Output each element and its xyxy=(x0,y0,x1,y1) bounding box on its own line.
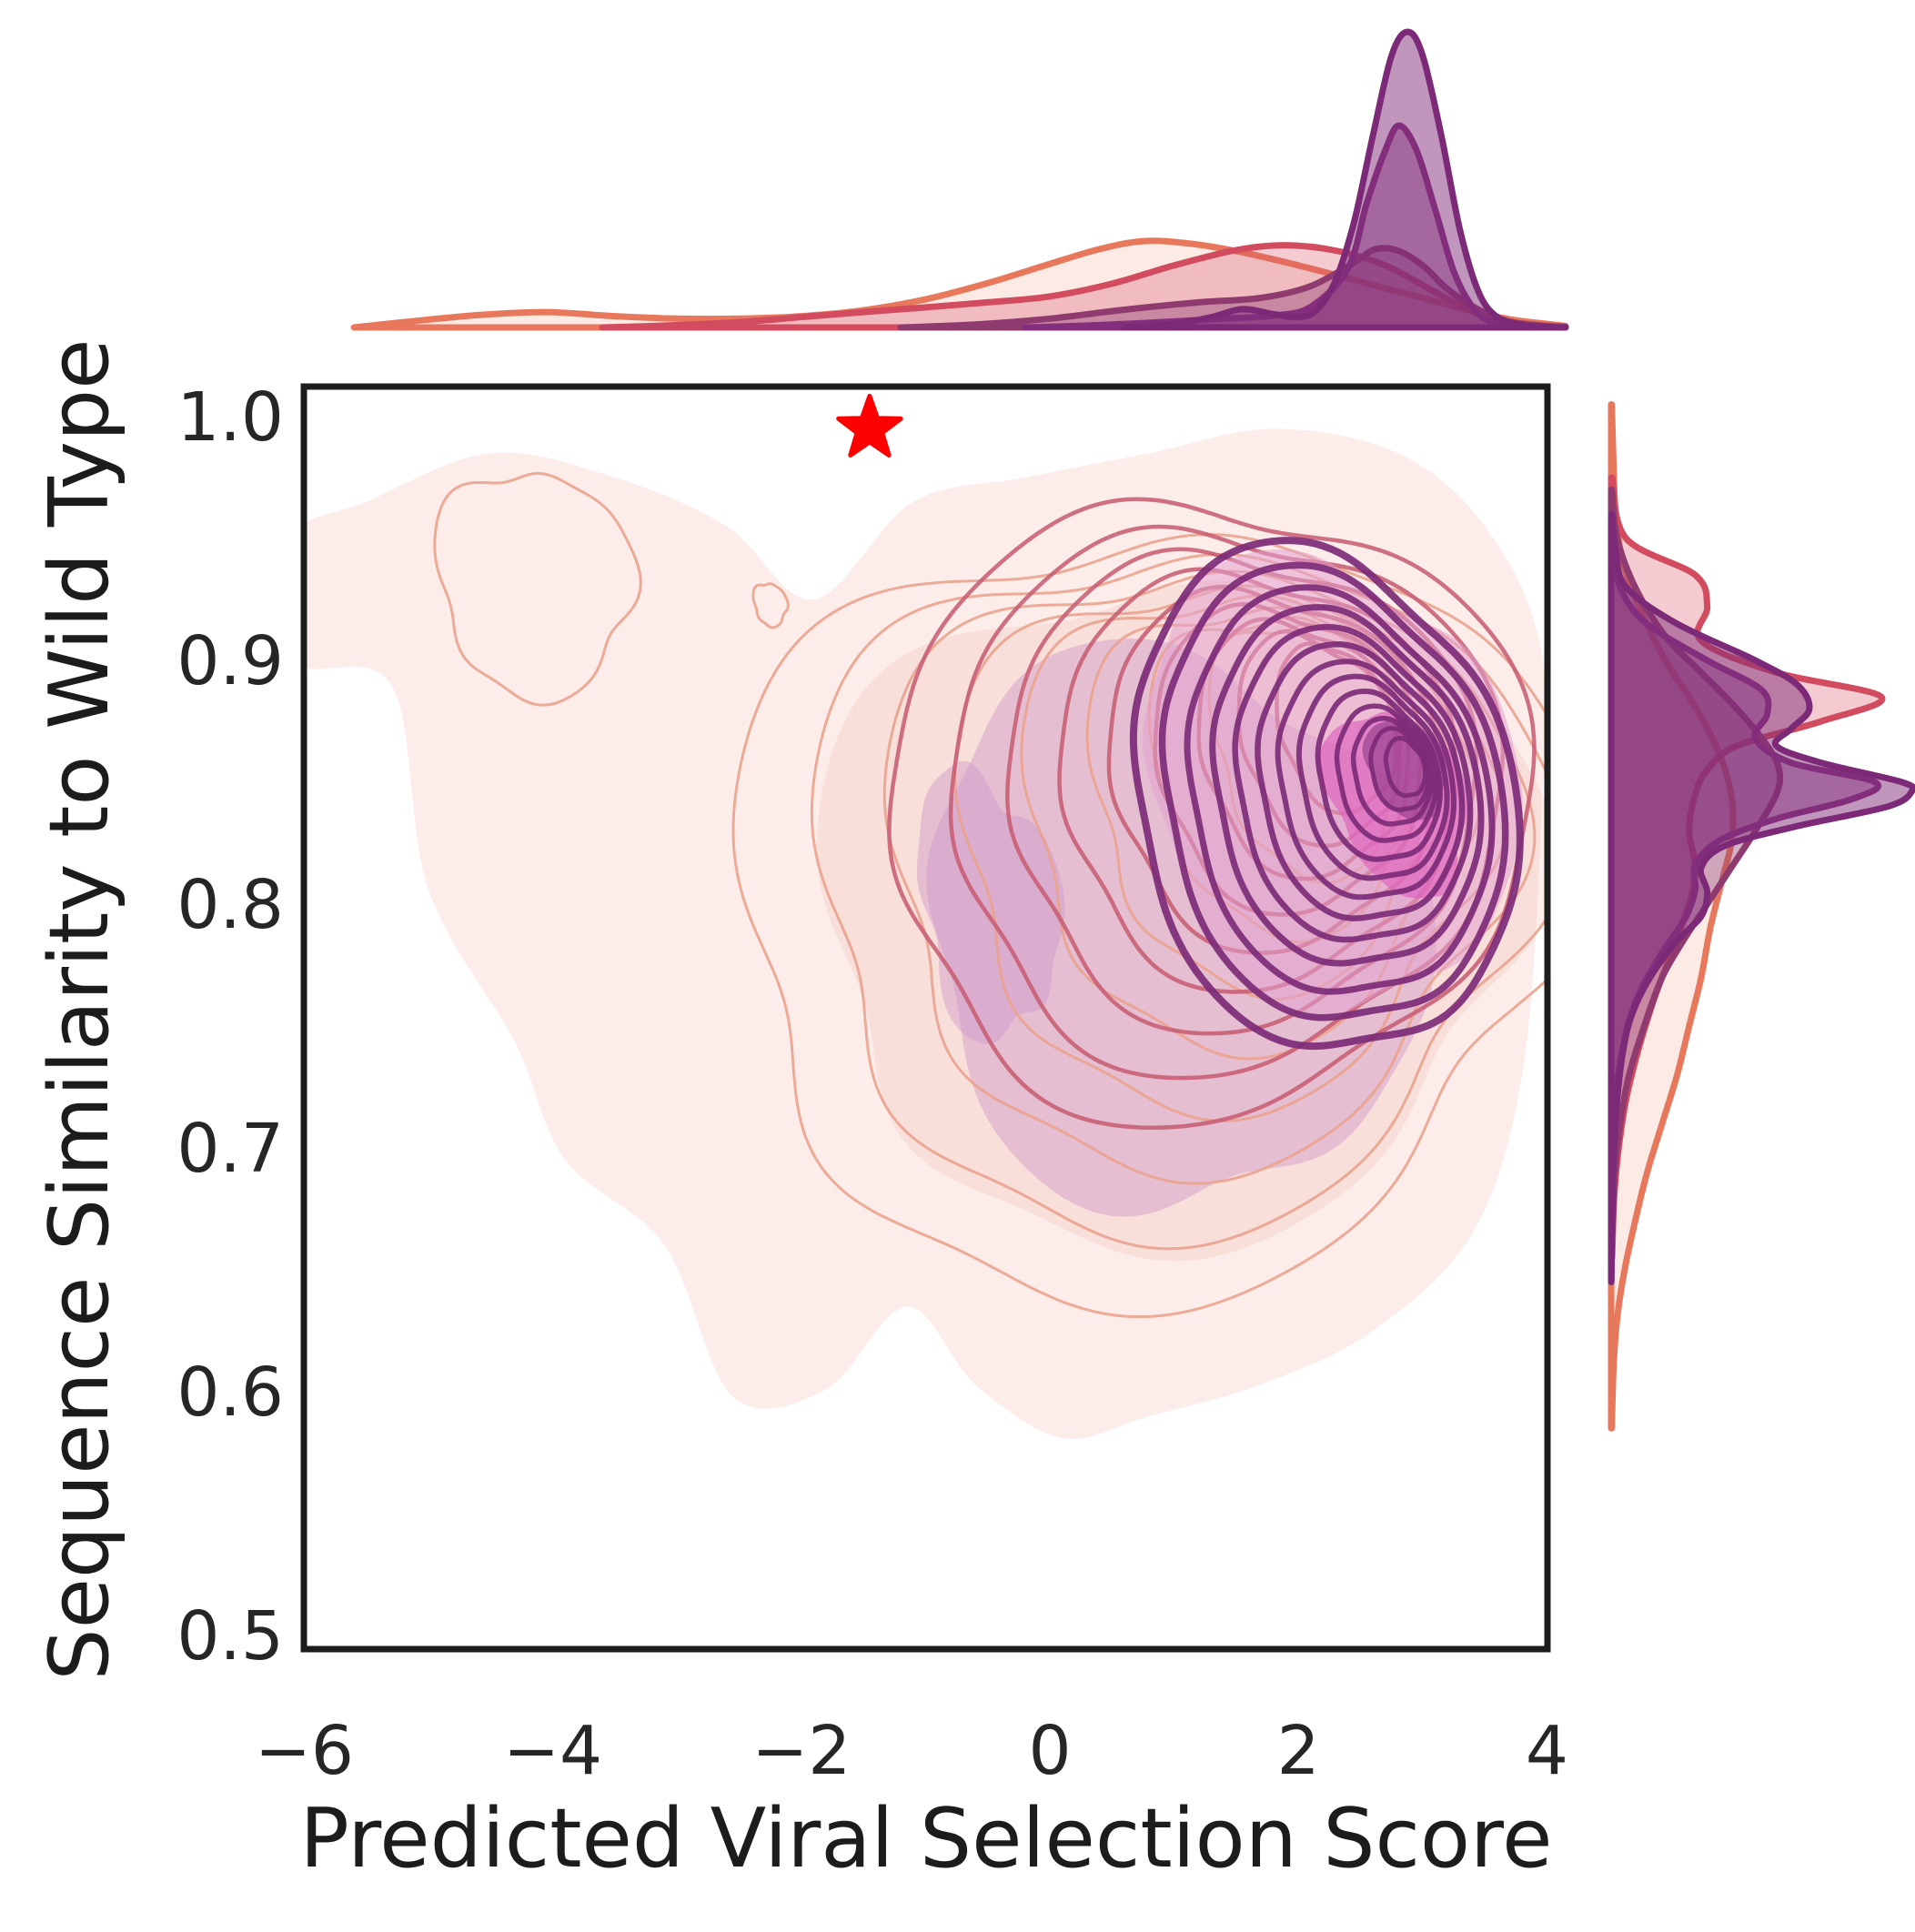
y-tick-label: 0.6 xyxy=(176,1353,284,1432)
purple-contour-ring xyxy=(1334,703,1438,843)
y-tick-label: 0.5 xyxy=(176,1597,284,1675)
purple-contour-ring xyxy=(1315,688,1443,862)
y-axis-label: Sequence Similarity to Wild Type xyxy=(32,338,127,1680)
y-tick-label: 0.7 xyxy=(176,1110,284,1188)
purple-contour-ring xyxy=(1209,604,1485,967)
purple-contour-ring xyxy=(1158,561,1509,1021)
main-kde-panel xyxy=(304,428,1547,1439)
y-tick-label: 0.8 xyxy=(176,866,284,944)
plot-border xyxy=(300,383,1551,1653)
purple-contour-ring xyxy=(1232,624,1474,943)
x-tick-label: 2 xyxy=(1277,1712,1320,1790)
star-marker xyxy=(836,393,903,458)
x-tick-label: 4 xyxy=(1526,1712,1568,1790)
top-density-purple-tall xyxy=(1121,28,1569,331)
salmon-contour-ring xyxy=(433,471,642,707)
salmon-contour-ring xyxy=(751,582,790,629)
purple-contour-ring xyxy=(1275,659,1457,901)
purple-contour-ring xyxy=(1184,584,1496,995)
purple-contour-ring xyxy=(1383,735,1428,799)
y-tick-label: 1.0 xyxy=(176,378,284,457)
purple-contour-ring xyxy=(1368,726,1431,812)
purple-contour-ring xyxy=(1295,673,1450,881)
x-tick-label: −6 xyxy=(255,1712,354,1790)
x-tick-label: −4 xyxy=(503,1712,602,1790)
top-marginal-density-panel xyxy=(350,28,1569,331)
y-tick-label: 0.9 xyxy=(176,622,284,700)
y-axis-tick-labels: 1.0 0.9 0.8 0.7 0.6 0.5 xyxy=(176,378,284,1675)
x-axis-tick-labels: −6 −4 −2 0 2 4 xyxy=(255,1712,1568,1790)
x-axis-label: Predicted Viral Selection Score xyxy=(300,1791,1553,1887)
crimson-contour-ring xyxy=(887,497,1537,1131)
right-marginal-density-panel xyxy=(1608,401,1915,1432)
x-tick-label: −2 xyxy=(751,1712,851,1790)
purple-contour-ring xyxy=(1255,641,1466,921)
right-density-purple-tall xyxy=(1608,510,1915,1285)
x-tick-label: 0 xyxy=(1028,1712,1071,1790)
purple-contour-ring xyxy=(1350,715,1434,827)
purple-contour-ring xyxy=(1129,537,1524,1051)
